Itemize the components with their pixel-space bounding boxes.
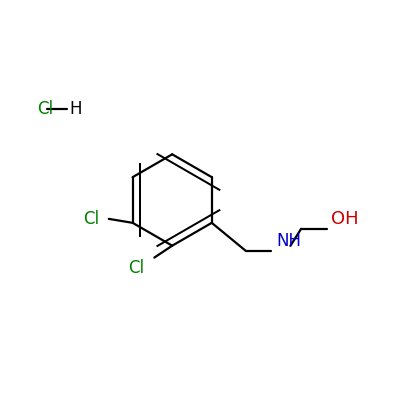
Text: Cl: Cl	[128, 258, 144, 276]
Text: NH: NH	[276, 232, 301, 250]
Text: H: H	[69, 100, 82, 118]
Text: OH: OH	[331, 210, 358, 228]
Text: Cl: Cl	[37, 100, 53, 118]
Text: Cl: Cl	[83, 210, 99, 228]
